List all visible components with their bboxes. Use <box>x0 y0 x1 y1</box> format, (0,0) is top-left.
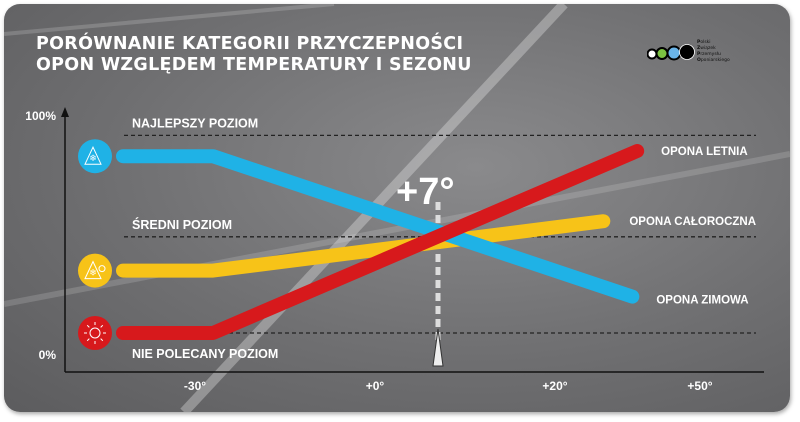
x-tick-label: +20° <box>542 379 567 393</box>
sun-ray <box>100 338 104 342</box>
reference-label: NIE POLECANY POZIOM <box>132 347 278 361</box>
series-label: OPONA CAŁOROCZNA <box>629 216 756 228</box>
sun-ray <box>100 324 104 328</box>
sun-icon <box>78 316 112 350</box>
road-marking <box>4 151 790 307</box>
sun-ray <box>86 338 90 342</box>
chart-title: PORÓWNANIE KATEGORII PRZYCZEPNOŚCI OPON … <box>36 34 472 76</box>
infographic-card: NAJLEPSZY POZIOM ŚREDNI POZIOM NIE POLECAN… <box>4 4 790 412</box>
pzpo-logo <box>647 44 695 61</box>
mountain-glyph <box>84 146 102 165</box>
marker-arrow <box>432 328 444 367</box>
series-label: OPONA ZIMOWA <box>656 295 748 307</box>
reference-label: ŚREDNI POZIOM <box>132 217 232 232</box>
snowflake-glyph: ❄ <box>89 269 97 279</box>
title-line-1: PORÓWNANIE KATEGORII PRZYCZEPNOŚCI <box>36 34 464 54</box>
series-line-0 <box>116 149 640 304</box>
marker-label: +7° <box>396 171 455 213</box>
sun-ray <box>86 324 90 328</box>
series-label: OPONA LETNIA <box>661 146 747 158</box>
chart: NAJLEPSZY POZIOM ŚREDNI POZIOM NIE POLECAN… <box>4 4 790 412</box>
sun-glyph <box>89 327 101 339</box>
y-axis-arrow <box>61 107 69 117</box>
x-tick-label: +0° <box>366 379 385 393</box>
reference-label: NAJLEPSZY POZIOM <box>132 116 258 130</box>
snowflake-glyph: ❄ <box>89 154 97 164</box>
mountain-glyph <box>84 260 102 280</box>
title-line-2: OPON WZGLĘDEM TEMPERATURY I SEZONU <box>36 55 472 75</box>
logo-text: Polski Związek Przemysłu Oponiarskiego <box>697 40 730 63</box>
road-marking <box>4 4 335 36</box>
series-line-2 <box>116 144 645 340</box>
x-tick-label: -30° <box>184 379 206 393</box>
x-tick-label: +50° <box>687 379 712 393</box>
y-tick-label: 100% <box>25 109 56 123</box>
sun-glyph <box>98 265 106 273</box>
y-tick-label: 0% <box>39 348 57 362</box>
